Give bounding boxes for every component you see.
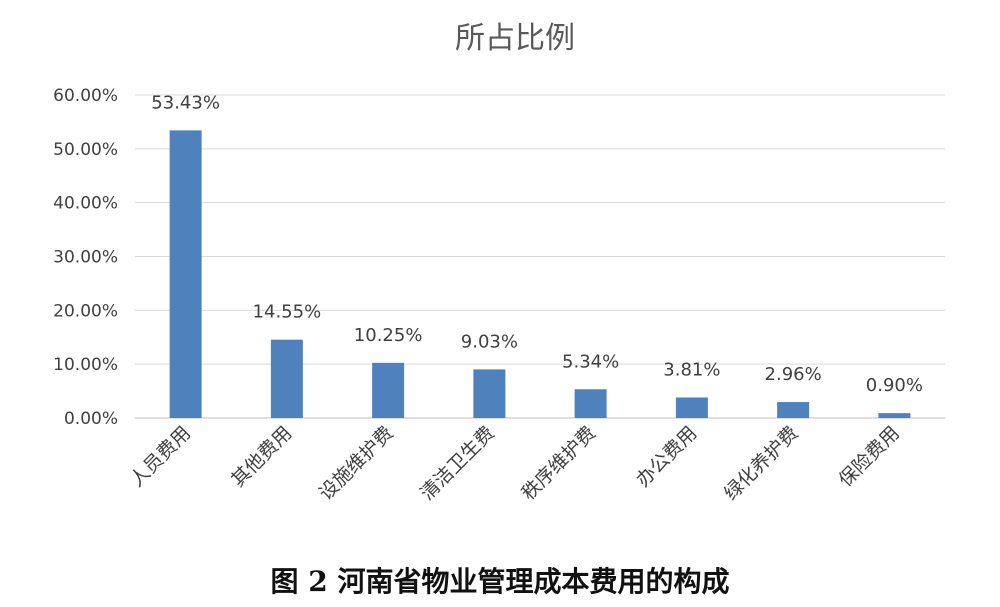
bar-chart: 所占比例 0.00% 10.00% 20.00% 30.00% 40.00% 50.00%… — [53, 21, 945, 505]
x-axis-ticks: 人员费用 其他费用 设施维护费 清洁卫生费 秩序维护费 办公费用 绿化养护费 保险费用 — [126, 422, 904, 505]
x-tick-label: 其他费用 — [227, 422, 296, 491]
x-tick-label: 绿化养护费 — [720, 422, 803, 505]
y-tick-label: 60.00% — [53, 86, 118, 106]
data-label: 9.03% — [461, 331, 518, 352]
data-label: 0.90% — [866, 375, 923, 396]
y-tick-label: 40.00% — [53, 194, 118, 214]
y-tick-label: 50.00% — [53, 140, 118, 160]
bar — [675, 397, 708, 418]
bar — [270, 339, 303, 418]
bar — [473, 369, 506, 418]
data-label: 10.25% — [354, 325, 423, 346]
data-label: 2.96% — [765, 364, 822, 385]
y-axis-ticks: 0.00% 10.00% 20.00% 30.00% 40.00% 50.00% 60.00… — [53, 86, 118, 429]
data-labels: 53.43% 14.55% 10.25% 9.03% 5.34% 3.81% 2.96% 0.… — [151, 92, 923, 396]
x-tick-label: 保险费用 — [835, 422, 904, 491]
data-label: 3.81% — [663, 359, 720, 380]
data-label: 5.34% — [562, 351, 619, 372]
x-tick-label: 办公费用 — [632, 422, 701, 491]
x-tick-label: 清洁卫生费 — [416, 422, 499, 505]
bars — [169, 130, 911, 418]
x-tick-label: 秩序维护费 — [517, 422, 600, 505]
x-tick-label: 设施维护费 — [315, 422, 398, 505]
figure-caption: 图 2 河南省物业管理成本费用的构成 — [270, 565, 730, 598]
y-tick-label: 10.00% — [53, 355, 118, 375]
y-tick-label: 20.00% — [53, 301, 118, 321]
bar — [574, 389, 607, 418]
bar — [878, 413, 911, 418]
bar — [169, 130, 202, 418]
y-tick-label: 0.00% — [64, 409, 118, 429]
gridlines — [135, 94, 945, 419]
data-label: 53.43% — [151, 92, 220, 113]
bar — [372, 362, 405, 418]
chart-title: 所占比例 — [455, 21, 575, 56]
x-tick-label: 人员费用 — [126, 422, 195, 491]
data-label: 14.55% — [253, 302, 322, 323]
bar — [777, 402, 810, 418]
y-tick-label: 30.00% — [53, 248, 118, 268]
